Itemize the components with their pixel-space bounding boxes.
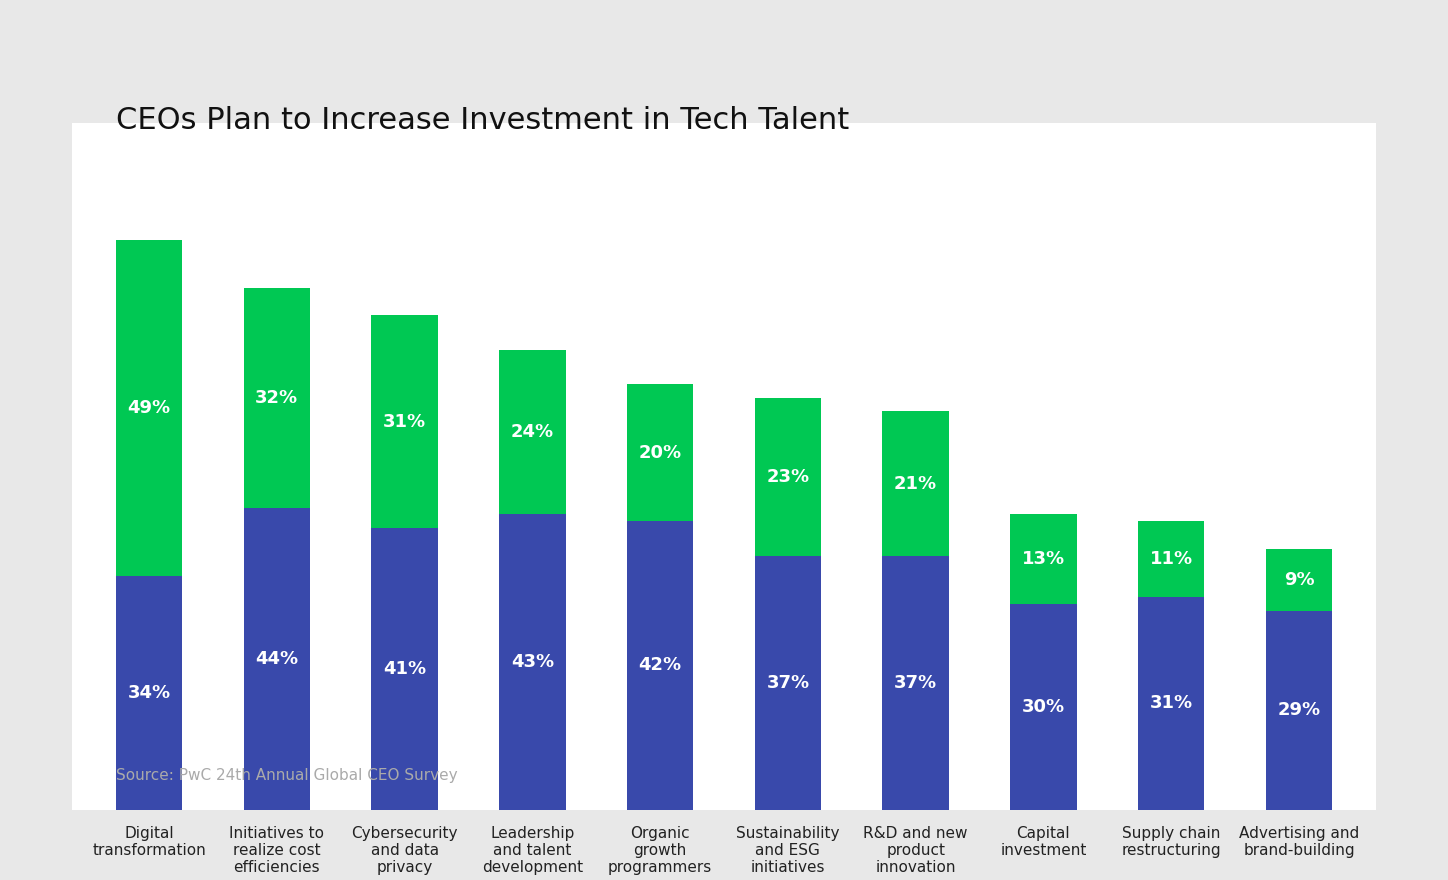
- Bar: [627, 384, 694, 521]
- Text: 41%: 41%: [384, 660, 426, 678]
- Text: 29%: 29%: [1277, 701, 1321, 719]
- Bar: [754, 555, 821, 810]
- Bar: [371, 528, 437, 810]
- Bar: [116, 240, 182, 576]
- Text: 23%: 23%: [766, 467, 809, 486]
- Text: 11%: 11%: [1150, 550, 1193, 568]
- Text: 32%: 32%: [255, 389, 298, 407]
- Text: 31%: 31%: [384, 413, 426, 431]
- Bar: [1266, 549, 1332, 611]
- Text: 43%: 43%: [511, 653, 555, 671]
- Bar: [1266, 611, 1332, 810]
- Text: 9%: 9%: [1283, 570, 1315, 589]
- Bar: [1138, 521, 1205, 597]
- Bar: [500, 349, 566, 515]
- Text: 37%: 37%: [766, 673, 809, 692]
- Bar: [754, 398, 821, 555]
- Text: 44%: 44%: [255, 649, 298, 668]
- Text: 37%: 37%: [893, 673, 937, 692]
- Text: 34%: 34%: [127, 684, 171, 702]
- Bar: [500, 515, 566, 810]
- Bar: [243, 508, 310, 810]
- Text: CEOs Plan to Increase Investment in Tech Talent: CEOs Plan to Increase Investment in Tech…: [116, 106, 849, 135]
- Bar: [1011, 604, 1077, 810]
- Text: 21%: 21%: [893, 474, 937, 493]
- Text: 24%: 24%: [511, 423, 555, 441]
- Bar: [243, 288, 310, 508]
- Bar: [882, 555, 948, 810]
- Text: 31%: 31%: [1150, 694, 1193, 712]
- Text: 20%: 20%: [639, 444, 682, 462]
- Text: 42%: 42%: [639, 656, 682, 674]
- Bar: [882, 412, 948, 555]
- Text: 13%: 13%: [1022, 550, 1064, 568]
- Text: 30%: 30%: [1022, 698, 1064, 715]
- Bar: [371, 315, 437, 528]
- Bar: [627, 521, 694, 810]
- Bar: [1011, 515, 1077, 604]
- Bar: [116, 576, 182, 810]
- Text: Source: PwC 24th Annual Global CEO Survey: Source: PwC 24th Annual Global CEO Surve…: [116, 768, 458, 783]
- Text: 49%: 49%: [127, 399, 171, 417]
- Bar: [1138, 597, 1205, 810]
